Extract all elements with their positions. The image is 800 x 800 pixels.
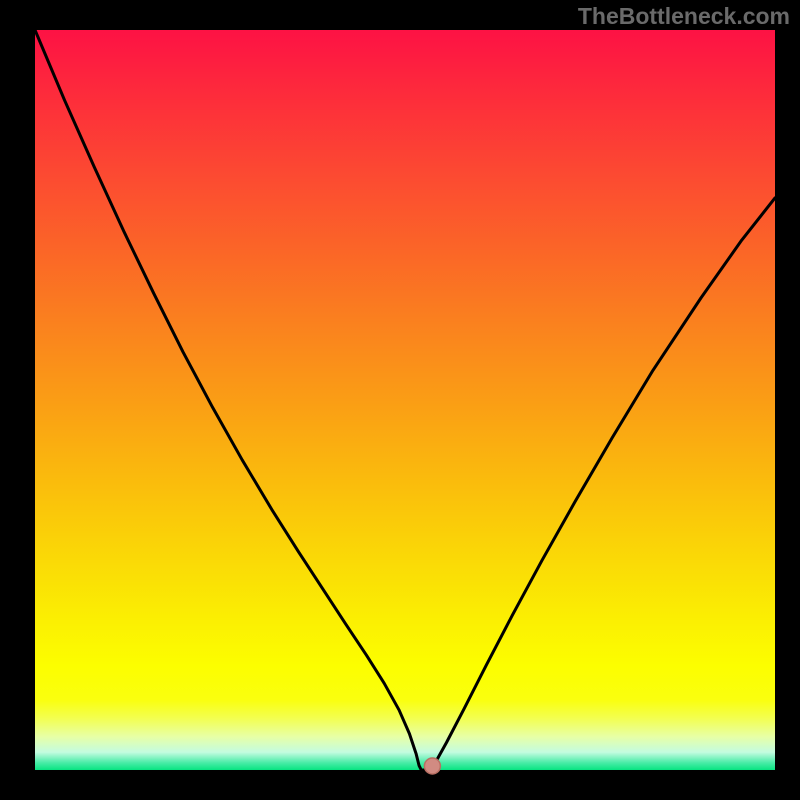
optimal-point-marker bbox=[424, 758, 440, 774]
watermark-text: TheBottleneck.com bbox=[578, 3, 790, 30]
bottleneck-chart bbox=[0, 0, 800, 800]
plot-background bbox=[35, 30, 775, 770]
